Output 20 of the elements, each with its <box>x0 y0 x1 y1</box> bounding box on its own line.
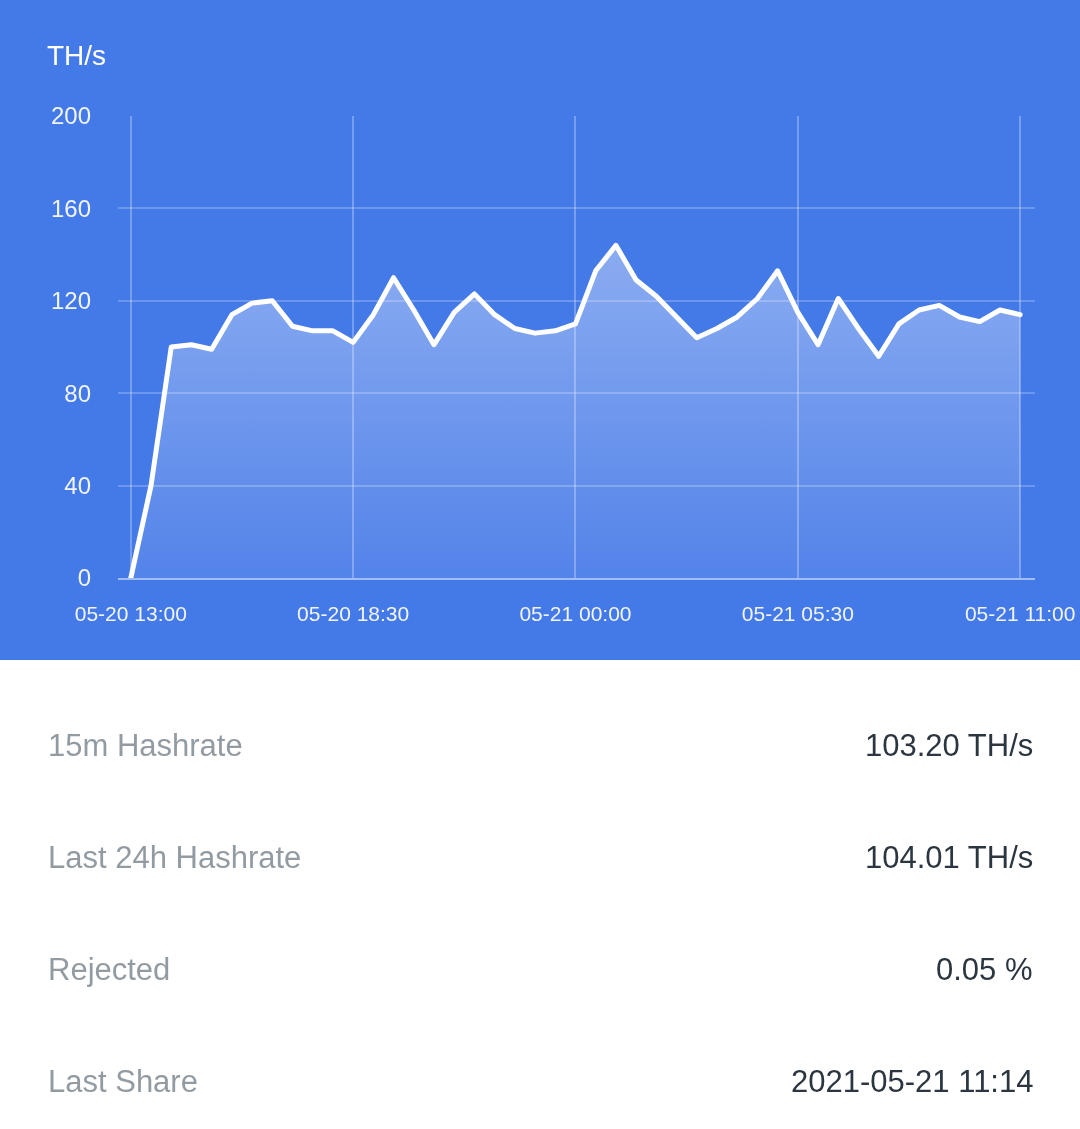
y-tick-label: 160 <box>50 194 91 222</box>
text: Rejected <box>48 952 171 987</box>
text: 103.20 TH/s <box>865 728 1034 763</box>
y-tick-label: 80 <box>64 379 91 407</box>
text: 0.05 % <box>936 952 1033 987</box>
y-tick-label: 200 <box>50 102 91 130</box>
x-tick-label: 05-21 00:00 <box>519 601 632 625</box>
text: Last 24h Hashrate <box>48 840 302 875</box>
x-tick-label: 05-21 11:00 <box>964 601 1076 625</box>
text: 104.01 TH/s <box>865 840 1034 875</box>
y-axis-title: TH/s <box>47 40 107 71</box>
y-tick-label: 40 <box>64 472 91 499</box>
y-tick-label: 0 <box>77 564 91 592</box>
text: Last Share <box>48 1064 198 1099</box>
text: 2021-05-21 11:14 <box>791 1064 1034 1099</box>
text: 15m Hashrate <box>48 728 243 763</box>
y-tick-label: 120 <box>50 287 91 315</box>
x-tick-label: 05-21 05:30 <box>741 601 854 625</box>
x-tick-label: 05-20 13:00 <box>74 601 187 625</box>
x-tick-label: 05-20 18:30 <box>297 601 410 625</box>
